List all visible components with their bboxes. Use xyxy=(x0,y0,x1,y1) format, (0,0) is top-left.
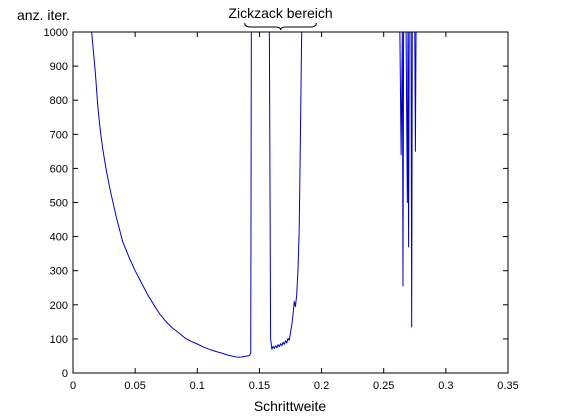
y-tick-label: 700 xyxy=(50,129,68,141)
y-tick-label: 800 xyxy=(50,95,68,107)
ticks-layer: 0 0.05 0.1 0.15 0.2 0.25 0.3 0.35 0 100 200 300 400 5… xyxy=(44,27,519,392)
y-tick-label: 200 xyxy=(50,300,68,312)
y-tick-label: 0 xyxy=(62,368,68,380)
y-tick-label: 500 xyxy=(50,198,68,210)
x-tick-label: 0.25 xyxy=(373,380,394,392)
y-tick-label: 900 xyxy=(50,61,68,73)
x-tick-label: 0 xyxy=(70,380,76,392)
x-tick-label: 0.35 xyxy=(497,380,518,392)
x-tick-label: 0.2 xyxy=(314,380,329,392)
x-tick-label: 0.15 xyxy=(249,380,270,392)
x-tick-label: 0.1 xyxy=(190,380,205,392)
annotation-brace xyxy=(244,22,317,31)
series-layer xyxy=(91,31,417,358)
x-tick-label: 0.05 xyxy=(124,380,145,392)
y-tick-label: 400 xyxy=(50,232,68,244)
y-tick-label: 300 xyxy=(50,266,68,278)
y-tick-label: 1000 xyxy=(44,27,68,39)
y-tick-label: 100 xyxy=(50,334,68,346)
y-axis-label: anz. iter. xyxy=(17,7,70,23)
series-line-segment-0-5 xyxy=(414,31,417,152)
y-tick-label: 600 xyxy=(50,163,68,175)
series-line-segment-0-4 xyxy=(410,31,413,328)
plot-area xyxy=(73,32,508,373)
x-axis-label: Schrittweite xyxy=(254,398,327,414)
series-line-segment-0-1 xyxy=(268,31,303,350)
x-tick-label: 0.3 xyxy=(438,380,453,392)
annotation-label: Zickzack bereich xyxy=(228,5,332,21)
series-line-segment-0-0 xyxy=(91,31,252,358)
annotation-layer: Zickzack bereich xyxy=(228,5,333,31)
